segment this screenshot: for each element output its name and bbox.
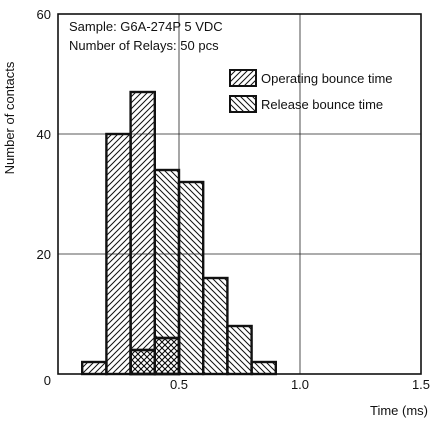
plot-frame <box>57 13 422 375</box>
legend-label-operating: Operating bounce time <box>261 71 393 86</box>
y-tick-label: 0 <box>44 373 51 388</box>
y-tick-label: 20 <box>37 247 51 262</box>
operating-bar <box>80 360 108 376</box>
overlap-bar <box>129 348 157 376</box>
legend-swatch-operating <box>229 69 257 87</box>
release-bar <box>250 360 278 376</box>
x-tick-label: 0.5 <box>170 377 188 392</box>
overlap-bar <box>153 336 181 376</box>
x-axis-label: Time (ms) <box>370 403 428 418</box>
y-axis-label: Number of contacts <box>2 61 17 174</box>
release-bar <box>201 276 229 376</box>
legend: Operating bounce time Release bounce tim… <box>229 69 393 113</box>
sample-annotation: Sample: G6A-274P 5 VDC <box>69 19 223 34</box>
y-tick-label: 40 <box>37 127 51 142</box>
x-tick-labels: 0.5 1.0 1.5 <box>170 377 430 392</box>
x-tick-label: 1.0 <box>291 377 309 392</box>
relay-count-annotation: Number of Relays: 50 pcs <box>69 38 219 53</box>
release-bar <box>177 180 205 376</box>
operating-bar <box>105 132 132 376</box>
y-tick-label: 60 <box>37 7 51 22</box>
overlap-bars <box>129 336 181 376</box>
y-tick-labels: 0 20 40 60 <box>37 7 51 388</box>
x-tick-label: 1.5 <box>412 377 430 392</box>
release-bar <box>226 324 253 376</box>
operating-bar <box>129 90 157 376</box>
legend-swatch-release <box>229 95 257 113</box>
legend-label-release: Release bounce time <box>261 97 383 112</box>
